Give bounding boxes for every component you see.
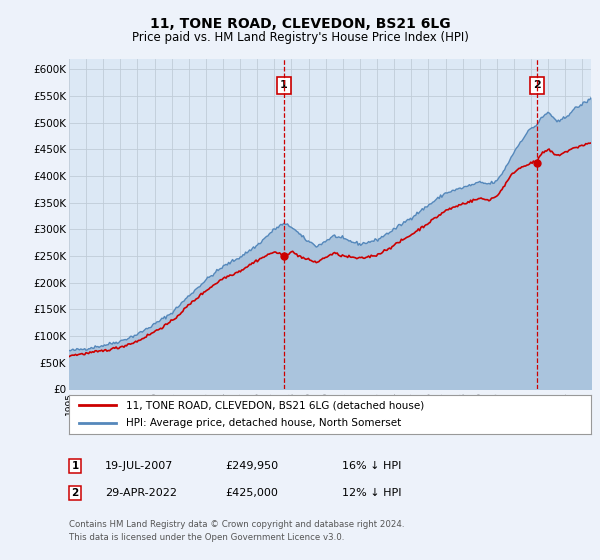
Text: HPI: Average price, detached house, North Somerset: HPI: Average price, detached house, Nort… xyxy=(127,418,401,428)
Text: 1: 1 xyxy=(71,461,79,471)
Text: 1: 1 xyxy=(280,81,287,91)
Text: 19-JUL-2007: 19-JUL-2007 xyxy=(105,461,173,471)
Text: 29-APR-2022: 29-APR-2022 xyxy=(105,488,177,498)
Text: 11, TONE ROAD, CLEVEDON, BS21 6LG (detached house): 11, TONE ROAD, CLEVEDON, BS21 6LG (detac… xyxy=(127,400,425,410)
Text: Contains HM Land Registry data © Crown copyright and database right 2024.
This d: Contains HM Land Registry data © Crown c… xyxy=(69,520,404,542)
Text: 12% ↓ HPI: 12% ↓ HPI xyxy=(342,488,401,498)
Text: 2: 2 xyxy=(533,81,541,91)
Text: 16% ↓ HPI: 16% ↓ HPI xyxy=(342,461,401,471)
Text: 2: 2 xyxy=(71,488,79,498)
Text: £425,000: £425,000 xyxy=(225,488,278,498)
Text: 11, TONE ROAD, CLEVEDON, BS21 6LG: 11, TONE ROAD, CLEVEDON, BS21 6LG xyxy=(149,17,451,31)
Text: Price paid vs. HM Land Registry's House Price Index (HPI): Price paid vs. HM Land Registry's House … xyxy=(131,31,469,44)
Text: £249,950: £249,950 xyxy=(225,461,278,471)
